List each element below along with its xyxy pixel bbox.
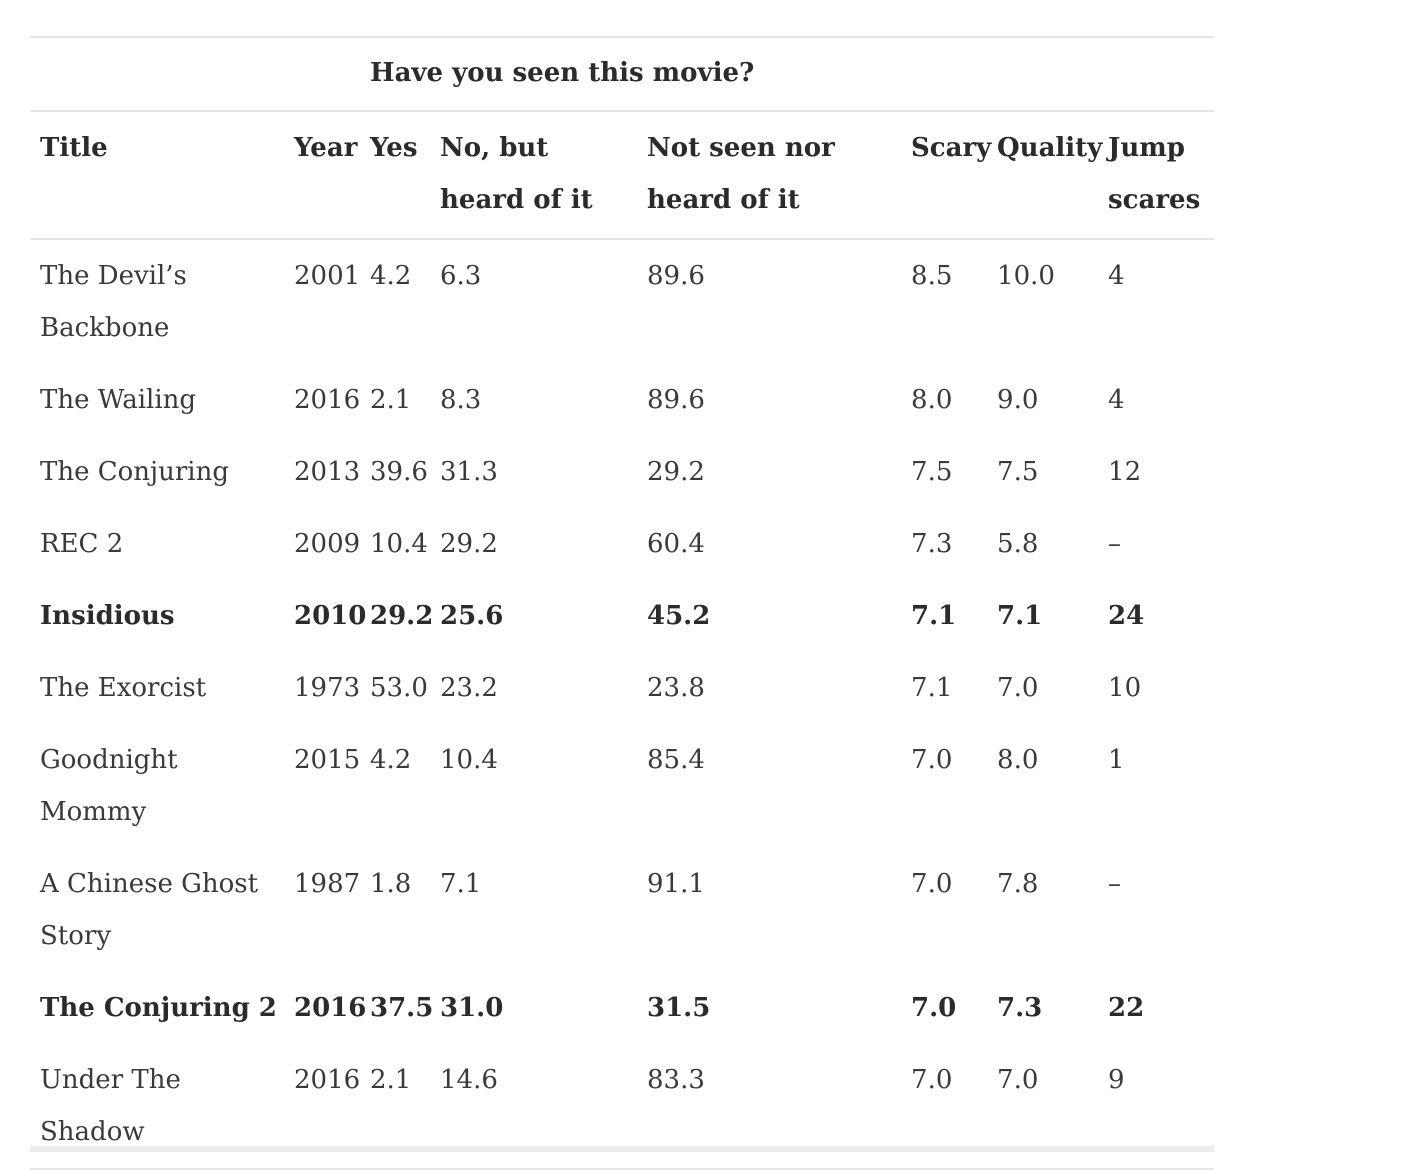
cell-yes: 39.6 (370, 457, 428, 487)
cell-not-seen: 89.6 (647, 261, 705, 291)
cell-quality: 7.0 (997, 673, 1039, 703)
cell-quality: 7.3 (997, 993, 1043, 1023)
cell-yes: 37.5 (370, 993, 434, 1023)
table-body: The Devil’s Backbone 2001 4.2 6.3 89.6 8.5 10.… (30, 239, 1215, 1170)
cell-not-seen: 31.5 (647, 993, 711, 1023)
cell-quality: 5.8 (997, 529, 1039, 559)
column-header-not-seen: Not seen nor heard of it (637, 110, 902, 240)
cell-title: The Devil’s Backbone (40, 261, 187, 343)
cell-jump-scares: 10 (1108, 673, 1142, 703)
cell-scary: 7.1 (911, 673, 953, 703)
cell-quality: 9.0 (997, 385, 1039, 415)
group-header-spacer-right (901, 36, 1215, 111)
cell-title: REC 2 (40, 529, 124, 559)
table-row: A Chinese Ghost Story 1987 1.8 7.1 91.1 7.0 7.… (30, 848, 1214, 972)
cell-not-seen: 29.2 (647, 457, 705, 487)
cell-jump-scares: – (1108, 529, 1122, 559)
cell-title: The Wailing (40, 385, 197, 415)
cell-year: 2001 (294, 261, 361, 291)
cell-jump-scares: 4 (1108, 385, 1125, 415)
cell-title: The Exorcist (40, 673, 207, 703)
cell-jump-scares: – (1108, 869, 1122, 899)
group-header-seen: Have you seen this movie? (360, 36, 902, 111)
cell-year: 2010 (294, 601, 367, 631)
cell-not-seen: 85.4 (647, 745, 705, 775)
cell-year: 1987 (294, 869, 361, 899)
cell-scary: 7.5 (911, 457, 953, 487)
cell-yes: 53.0 (370, 673, 428, 703)
cell-not-seen: 89.6 (647, 385, 705, 415)
table-row: Insidious 2010 29.2 25.6 45.2 7.1 7.1 24 (30, 580, 1214, 652)
cell-yes: 2.1 (370, 385, 412, 415)
cell-yes: 4.2 (370, 261, 412, 291)
cell-heard: 23.2 (440, 673, 498, 703)
movie-survey-table-container: Have you seen this movie? Title Year Yes… (30, 36, 1215, 1170)
cell-title: The Conjuring 2 (40, 993, 277, 1023)
cell-jump-scares: 4 (1108, 261, 1125, 291)
cell-scary: 7.0 (911, 869, 953, 899)
table-row: The Wailing 2016 2.1 8.3 89.6 8.0 9.0 4 (30, 364, 1214, 436)
cell-scary: 8.0 (911, 385, 953, 415)
table-row: The Conjuring 2013 39.6 31.3 29.2 7.5 7.5 12 (30, 436, 1214, 508)
cell-scary: 7.0 (911, 745, 953, 775)
cell-yes: 29.2 (370, 601, 434, 631)
cell-year: 2016 (294, 385, 361, 415)
column-header-year: Year (284, 110, 360, 240)
cell-heard: 31.3 (440, 457, 498, 487)
cell-quality: 7.8 (997, 869, 1039, 899)
cell-title: The Conjuring (40, 457, 229, 487)
cell-scary: 7.3 (911, 529, 953, 559)
column-header-quality: Quality (987, 110, 1102, 240)
bottom-divider (30, 1146, 1214, 1152)
cell-heard: 25.6 (440, 601, 504, 631)
cell-heard: 10.4 (440, 745, 498, 775)
table-row: REC 2 2009 10.4 29.2 60.4 7.3 5.8 – (30, 508, 1214, 580)
cell-heard: 31.0 (440, 993, 504, 1023)
cell-heard: 6.3 (440, 261, 482, 291)
table-header: Have you seen this movie? Title Year Yes… (30, 36, 1215, 240)
group-header-row: Have you seen this movie? (30, 36, 1215, 111)
column-header-jump-scares: Jump scares (1098, 110, 1215, 240)
cell-jump-scares: 1 (1108, 745, 1125, 775)
cell-year: 1973 (294, 673, 361, 703)
cell-title: Goodnight Mommy (40, 745, 178, 827)
cell-title: A Chinese Ghost Story (40, 869, 259, 951)
cell-scary: 8.5 (911, 261, 953, 291)
cell-not-seen: 60.4 (647, 529, 705, 559)
cell-scary: 7.0 (911, 993, 957, 1023)
cell-year: 2016 (294, 993, 367, 1023)
cell-scary: 7.1 (911, 601, 957, 631)
cell-not-seen: 91.1 (647, 869, 705, 899)
table-row: The Conjuring 2 2016 37.5 31.0 31.5 7.0 7.3 22 (30, 972, 1214, 1044)
cell-jump-scares: 22 (1108, 993, 1145, 1023)
group-header-spacer (30, 36, 360, 111)
cell-quality: 7.1 (997, 601, 1043, 631)
cell-title: Insidious (40, 601, 175, 631)
column-header-yes: Yes (360, 110, 430, 240)
table-row: The Devil’s Backbone 2001 4.2 6.3 89.6 8.5 10.… (30, 239, 1214, 364)
cell-yes: 4.2 (370, 745, 412, 775)
cell-not-seen: 45.2 (647, 601, 711, 631)
cell-heard: 29.2 (440, 529, 498, 559)
table-row: The Exorcist 1973 53.0 23.2 23.8 7.1 7.0 10 (30, 652, 1214, 724)
cell-year: 2013 (294, 457, 361, 487)
column-header-heard: No, but heard of it (430, 110, 637, 240)
cell-year: 2009 (294, 529, 361, 559)
cell-quality: 7.5 (997, 457, 1039, 487)
cell-jump-scares: 12 (1108, 457, 1142, 487)
cell-not-seen: 23.8 (647, 673, 705, 703)
cell-heard: 8.3 (440, 385, 482, 415)
cell-quality: 10.0 (997, 261, 1055, 291)
column-header-title: Title (30, 110, 284, 240)
cell-yes: 1.8 (370, 869, 412, 899)
cell-year: 2015 (294, 745, 361, 775)
cell-heard: 7.1 (440, 869, 482, 899)
cell-jump-scares: 24 (1108, 601, 1145, 631)
column-header-row: Title Year Yes No, but heard of it Not s… (30, 110, 1215, 240)
cell-yes: 10.4 (370, 529, 428, 559)
column-header-scary: Scary (901, 110, 991, 240)
cell-quality: 8.0 (997, 745, 1039, 775)
table-row: Goodnight Mommy 2015 4.2 10.4 85.4 7.0 8.0 1 (30, 724, 1214, 848)
movie-survey-table: Have you seen this movie? Title Year Yes… (30, 36, 1215, 1170)
